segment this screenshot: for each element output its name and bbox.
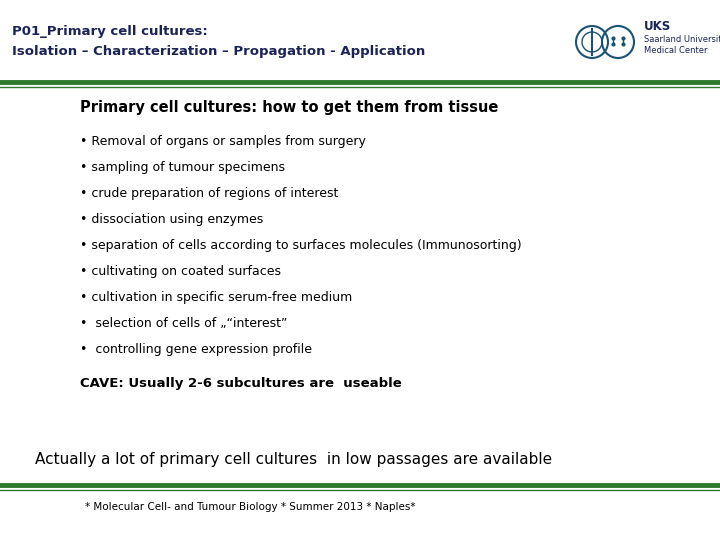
- Text: Actually a lot of primary cell cultures  in low passages are available: Actually a lot of primary cell cultures …: [35, 452, 552, 467]
- Text: UKS: UKS: [644, 20, 671, 33]
- Text: * Molecular Cell- and Tumour Biology * Summer 2013 * Naples*: * Molecular Cell- and Tumour Biology * S…: [85, 502, 415, 512]
- Text: P01_Primary cell cultures:: P01_Primary cell cultures:: [12, 25, 208, 38]
- Text: • crude preparation of regions of interest: • crude preparation of regions of intere…: [80, 187, 338, 200]
- Text: • sampling of tumour specimens: • sampling of tumour specimens: [80, 161, 285, 174]
- Text: • separation of cells according to surfaces molecules (Immunosorting): • separation of cells according to surfa…: [80, 239, 521, 252]
- Text: • dissociation using enzymes: • dissociation using enzymes: [80, 213, 264, 226]
- Text: Saarland University: Saarland University: [644, 35, 720, 44]
- Text: • cultivating on coated surfaces: • cultivating on coated surfaces: [80, 265, 281, 278]
- Text: • cultivation in specific serum-free medium: • cultivation in specific serum-free med…: [80, 291, 352, 304]
- Text: •  selection of cells of „“interest”: • selection of cells of „“interest”: [80, 317, 287, 330]
- Text: CAVE: Usually 2-6 subcultures are  useable: CAVE: Usually 2-6 subcultures are useabl…: [80, 377, 402, 390]
- Text: Medical Center: Medical Center: [644, 46, 708, 55]
- Text: •  controlling gene expression profile: • controlling gene expression profile: [80, 343, 312, 356]
- Text: • Removal of organs or samples from surgery: • Removal of organs or samples from surg…: [80, 135, 366, 148]
- Text: Primary cell cultures: how to get them from tissue: Primary cell cultures: how to get them f…: [80, 100, 498, 115]
- Text: Isolation – Characterization – Propagation - Application: Isolation – Characterization – Propagati…: [12, 45, 426, 58]
